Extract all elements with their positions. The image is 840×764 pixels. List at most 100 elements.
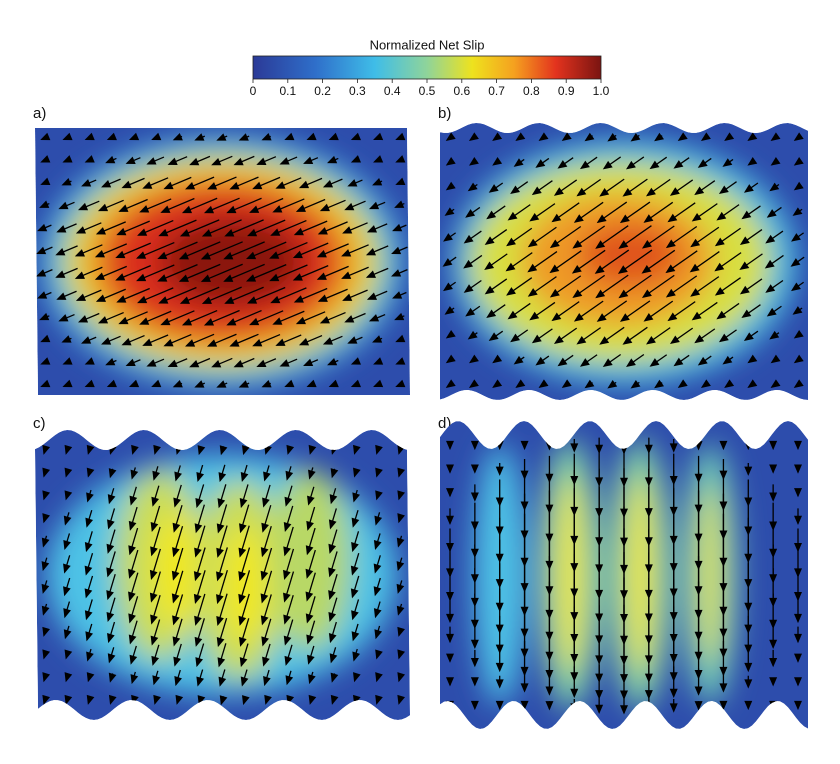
arrow-head: [84, 542, 93, 553]
arrow-head: [224, 229, 235, 237]
arrow-head: [520, 666, 529, 677]
arrow-head: [86, 444, 95, 455]
arrow-head: [722, 355, 733, 365]
arrow-head: [646, 335, 656, 345]
arrow-head: [216, 615, 224, 627]
arrow-head: [373, 155, 384, 163]
arrow-head: [465, 209, 476, 218]
arrow-head: [305, 545, 314, 556]
arrow-head: [691, 212, 702, 222]
arrow-head: [160, 205, 171, 213]
arrow-head: [136, 251, 147, 259]
arrow-head: [42, 467, 51, 478]
arrow-head: [529, 212, 540, 222]
arrow-head: [194, 523, 203, 534]
arrow-head: [201, 229, 212, 237]
arrow-head: [106, 611, 115, 623]
arrow-head: [77, 202, 89, 211]
arrow-head: [722, 158, 733, 167]
arrow-head: [643, 214, 654, 223]
arrow-head: [211, 360, 222, 368]
arrow-head: [769, 330, 780, 340]
arrow-head: [397, 626, 405, 637]
arrow-head: [317, 227, 328, 235]
arrow-head: [625, 160, 636, 170]
arrow-head: [397, 649, 406, 660]
arrow-head: [240, 676, 249, 687]
arrow-head: [328, 567, 336, 578]
arrow-head: [150, 521, 159, 533]
arrow-head: [256, 157, 267, 165]
arrow-head: [793, 354, 804, 364]
arrow-head: [286, 444, 295, 455]
arrow-head: [794, 464, 802, 474]
arrow-head: [306, 132, 317, 141]
arrow-head: [106, 379, 117, 388]
arrow-head: [64, 490, 73, 501]
arrow-head: [341, 271, 352, 279]
arrow-head: [84, 610, 93, 621]
arrow-head: [444, 306, 455, 315]
arrow-head: [622, 336, 633, 345]
arrow-head: [488, 184, 499, 193]
arrow-head: [42, 672, 51, 683]
arrow-head: [121, 180, 132, 189]
arrow-head: [129, 654, 138, 665]
arrow-head: [129, 379, 140, 388]
arrow-head: [527, 238, 538, 248]
arrow-head: [492, 157, 503, 166]
arrow-head: [515, 379, 526, 388]
arrow-head: [794, 613, 802, 624]
arrow-head: [794, 515, 802, 526]
arrow-head: [94, 272, 105, 280]
arrow-head: [395, 155, 406, 163]
arrow-head: [641, 239, 652, 249]
arrow-head: [351, 610, 359, 621]
arrow-head: [107, 519, 115, 530]
arrow-head: [484, 261, 495, 271]
arrow-head: [178, 274, 189, 282]
slip-panel: [35, 128, 410, 395]
arrow-head: [374, 515, 383, 526]
arrow-head: [350, 132, 361, 141]
arrow-head: [200, 274, 211, 282]
arrow-head: [42, 626, 50, 637]
arrow-head: [694, 701, 703, 711]
arrow-head: [595, 444, 604, 455]
arrow-head: [39, 200, 50, 208]
arrow-head: [283, 592, 291, 603]
arrow-head: [375, 444, 383, 455]
slip-field: [42, 137, 402, 387]
arrow-head: [576, 335, 587, 345]
arrow-head: [81, 179, 92, 187]
arrow-head: [714, 287, 725, 296]
arrow-head: [719, 666, 728, 677]
arrow-head: [329, 653, 338, 664]
arrow-head: [201, 296, 212, 304]
arrow-head: [576, 187, 587, 197]
arrow-head: [167, 359, 178, 368]
arrow-head: [200, 252, 211, 260]
arrow-head: [445, 157, 456, 166]
panel-label: b): [438, 105, 451, 122]
arrow-head: [719, 440, 728, 451]
arrow-head: [270, 295, 281, 304]
arrow-head: [527, 263, 538, 273]
arrow-head: [769, 639, 778, 650]
arrow-head: [375, 649, 383, 660]
arrow-head: [495, 679, 504, 689]
arrow-head: [249, 205, 260, 213]
arrow-head: [193, 571, 202, 582]
arrow-head: [185, 182, 196, 190]
arrow-head: [445, 181, 456, 191]
arrow-head: [766, 307, 777, 317]
arrow-head: [667, 312, 678, 322]
arrow-head: [328, 611, 337, 623]
arrow-head: [572, 289, 583, 298]
arrow-head: [373, 357, 384, 365]
arrow-head: [529, 311, 540, 321]
arrow-head: [95, 294, 107, 302]
arrow-head: [392, 291, 403, 299]
arrow-head: [341, 249, 352, 257]
arrow-head: [486, 309, 497, 319]
